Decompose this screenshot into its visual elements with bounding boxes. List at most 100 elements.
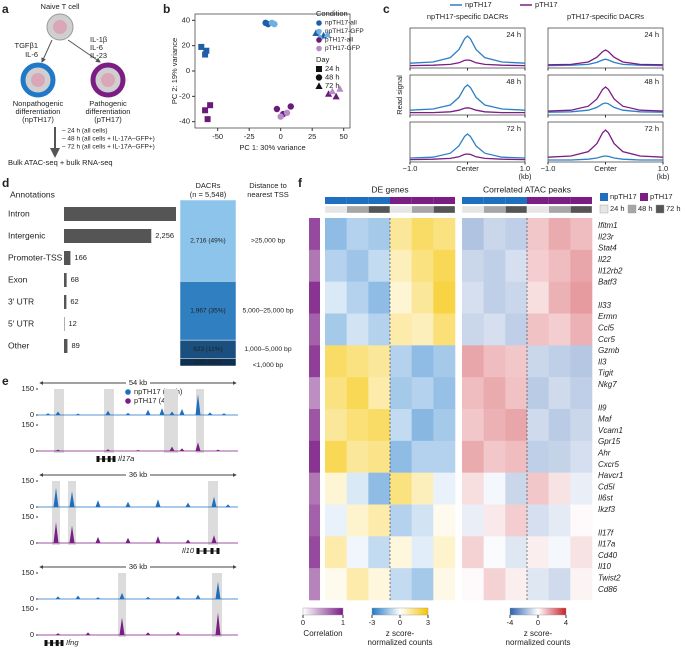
signal-line [547, 58, 664, 67]
marker [283, 109, 291, 117]
y-tick-label: 0 [30, 502, 34, 511]
correlation-cell [309, 504, 320, 537]
correlation-cell [309, 472, 320, 505]
category-label: Other [8, 340, 29, 350]
heatmap-cell [548, 249, 571, 282]
heatmap-cell [368, 504, 391, 537]
panel-label: 48 h [644, 77, 659, 86]
colorbar-label: z score- [386, 629, 415, 638]
heatmap-cell [527, 536, 549, 569]
value-label: 623 (11%) [193, 346, 223, 353]
legend-swatch [599, 204, 609, 214]
colorbar-tick-label: -3 [369, 618, 376, 627]
gene-label: Gpr15 [598, 437, 621, 446]
heatmap-cell [325, 218, 347, 251]
heatmap-cell [411, 218, 434, 251]
heatmap-cell [527, 313, 549, 346]
heatmap-cell [570, 377, 593, 410]
gene-label: Cd86 [598, 585, 618, 594]
column-title: pTH17-specific DACRs [567, 12, 644, 21]
colorbar [302, 607, 344, 616]
peak [215, 449, 221, 451]
label: Nonpathogenic [13, 99, 64, 108]
heatmap-cell [368, 218, 391, 251]
legend-marker [316, 66, 322, 72]
panel-label: c [383, 2, 390, 16]
y-axis-label: PC 2: 19% variance [170, 38, 179, 104]
colorbar-label: normalized counts [506, 638, 571, 647]
heatmap-cell [462, 504, 484, 537]
highlight [164, 389, 178, 453]
colorbar-tick-label: 0 [398, 618, 402, 627]
marker [323, 30, 331, 38]
heatmap-cell [411, 536, 434, 569]
x-tick-label: 25 [308, 132, 316, 141]
peak [95, 536, 101, 543]
value-label: 2,716 (49%) [190, 237, 225, 244]
gene-label: Il22 [598, 255, 611, 264]
colorbar-tick-label: 0 [536, 618, 540, 627]
gene-label: Gzmb [598, 346, 620, 355]
legend-label: 24 h [610, 204, 625, 213]
y-tick-label: 0 [30, 538, 34, 547]
bar [64, 229, 152, 243]
legend-label: pTH17 [535, 0, 558, 9]
p-nucleus [101, 73, 115, 87]
day-strip [483, 205, 506, 214]
heatmap-cell [483, 218, 506, 251]
correlation-cell [309, 377, 320, 410]
column-title: npTH17-specific DACRs [427, 12, 509, 21]
heatmap-cell [548, 536, 571, 569]
gene-label: Il12rb2 [598, 266, 623, 275]
panel-label: a [2, 2, 9, 16]
highlight [208, 481, 218, 545]
marker [198, 43, 205, 50]
heatmap-cell [325, 281, 347, 314]
heatmap-cell [548, 472, 571, 505]
peak [175, 631, 181, 635]
heatmap-cell [325, 345, 347, 378]
gene-name: Il10 [182, 546, 195, 555]
signal-line [548, 155, 663, 161]
chart-title: DACRs [195, 181, 220, 190]
heatmap-cell [462, 409, 484, 442]
peak [145, 632, 151, 635]
y-tick-label: 150 [21, 568, 34, 577]
day-strip [548, 205, 571, 214]
gene-label: Il3 [598, 357, 607, 366]
category-label: Exon [8, 274, 28, 284]
arrow [67, 39, 101, 63]
heatmap-cell [548, 218, 571, 251]
heatmap-cell [368, 440, 391, 473]
legend-label: 72 h [666, 204, 681, 213]
peak [105, 410, 111, 415]
arrow [41, 39, 53, 63]
legend-label: <1,000 bp [253, 362, 284, 369]
group-strip [505, 197, 527, 204]
heatmap-cell [505, 249, 528, 282]
heatmap-cell [483, 504, 506, 537]
x-tick-label: 1.0 [520, 164, 530, 173]
panel-label: 72 h [644, 124, 659, 133]
heatmap-cell [346, 249, 369, 282]
peak [95, 597, 101, 599]
heatmap-cell [433, 249, 456, 282]
heatmap-cell [368, 536, 391, 569]
gene-name: Ifng [66, 638, 79, 647]
legend-label: 24 h [325, 64, 340, 73]
marker [328, 87, 336, 95]
heatmap-cell [527, 249, 549, 282]
heatmap-cell [462, 377, 484, 410]
diagram-title: Naive T cell [41, 2, 80, 11]
correlation-cell [309, 568, 320, 601]
marker [336, 85, 344, 92]
heatmap-cell [548, 345, 571, 378]
heatmap-cell [505, 536, 528, 569]
heatmap-cell [462, 472, 484, 505]
gene-label: Twist2 [598, 574, 621, 583]
label: (pTH17) [94, 115, 122, 124]
peak [195, 594, 201, 599]
heatmap-cell [462, 281, 484, 314]
heatmap-cell [433, 313, 456, 346]
heatmap-cell [548, 409, 571, 442]
